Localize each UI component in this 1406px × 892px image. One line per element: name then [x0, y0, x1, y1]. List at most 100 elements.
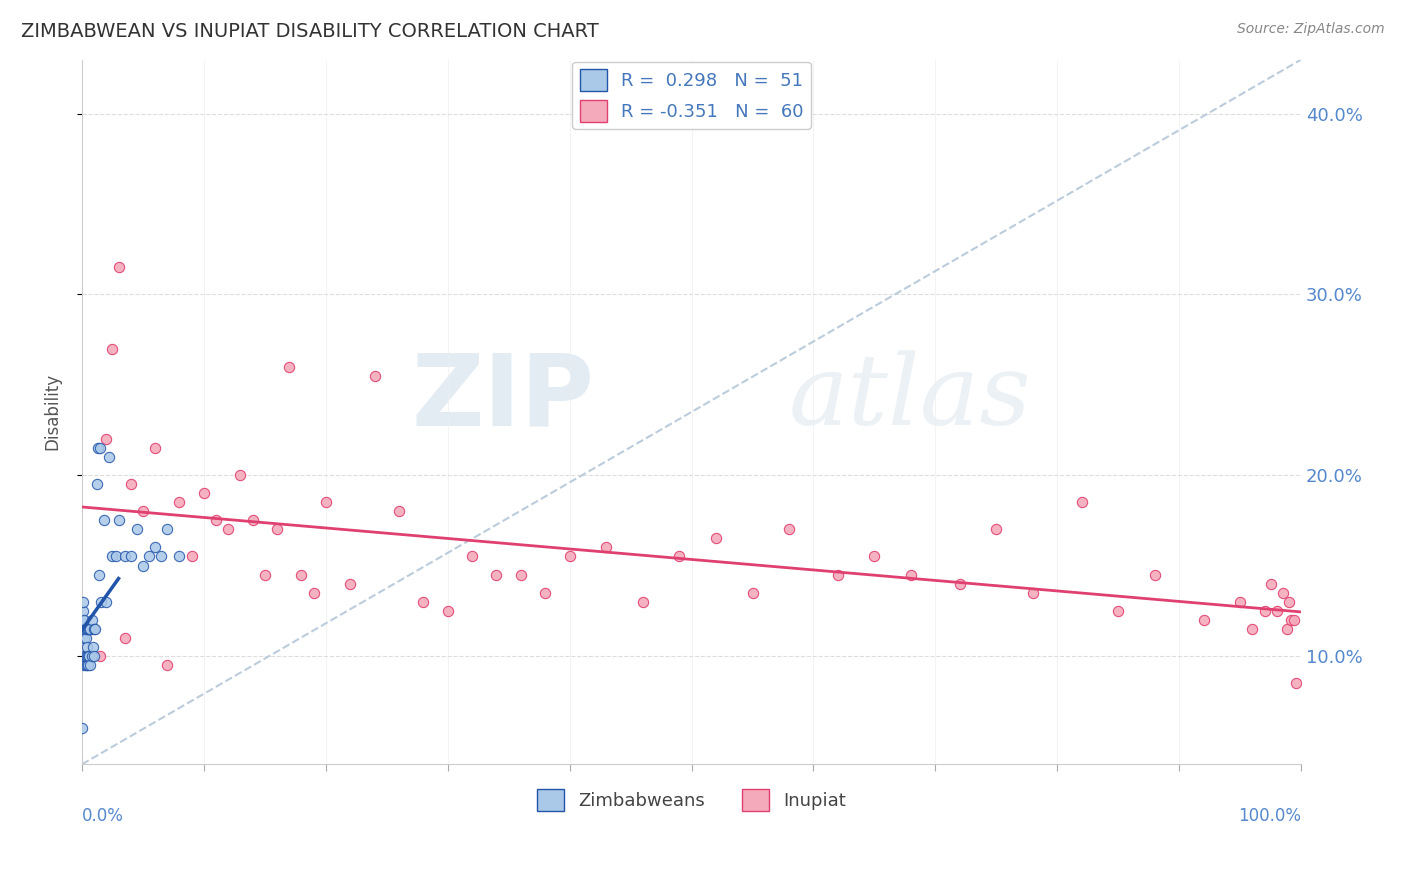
Point	[107, 513, 129, 527]
Point	[80, 622, 103, 636]
Point	[229, 468, 252, 483]
Point	[79, 622, 101, 636]
Point	[1278, 594, 1301, 608]
Point	[266, 522, 288, 536]
Point	[107, 260, 129, 275]
Point	[193, 486, 215, 500]
Point	[388, 504, 411, 518]
Point	[1282, 613, 1305, 627]
Point	[75, 622, 97, 636]
Point	[741, 585, 763, 599]
Point	[101, 549, 124, 564]
Point	[77, 622, 100, 636]
Text: 0.0%: 0.0%	[82, 806, 124, 824]
Point	[96, 432, 118, 446]
Point	[150, 549, 173, 564]
Point	[156, 522, 179, 536]
Point	[509, 567, 531, 582]
Point	[558, 549, 581, 564]
Point	[986, 522, 1008, 536]
Point	[900, 567, 922, 582]
Point	[75, 648, 97, 663]
Point	[83, 622, 105, 636]
Point	[205, 513, 228, 527]
Point	[595, 541, 617, 555]
Point	[169, 495, 191, 509]
Point	[302, 585, 325, 599]
Point	[1229, 594, 1251, 608]
Point	[87, 441, 110, 455]
Point	[82, 640, 104, 654]
Legend: Zimbabweans, Inupiat: Zimbabweans, Inupiat	[530, 782, 853, 819]
Point	[72, 622, 94, 636]
Point	[120, 549, 142, 564]
Point	[101, 342, 124, 356]
Point	[863, 549, 886, 564]
Y-axis label: Disability: Disability	[44, 374, 60, 450]
Point	[76, 648, 98, 663]
Point	[73, 657, 96, 672]
Point	[1241, 622, 1264, 636]
Point	[96, 594, 118, 608]
Point	[93, 513, 115, 527]
Point	[534, 585, 557, 599]
Point	[77, 648, 100, 663]
Point	[73, 631, 96, 645]
Point	[668, 549, 690, 564]
Point	[75, 631, 97, 645]
Point	[76, 657, 98, 672]
Point	[114, 631, 136, 645]
Text: 100.0%: 100.0%	[1239, 806, 1301, 824]
Point	[1275, 622, 1298, 636]
Point	[80, 648, 103, 663]
Point	[1070, 495, 1092, 509]
Point	[143, 541, 166, 555]
Point	[1260, 576, 1282, 591]
Point	[80, 613, 103, 627]
Text: Source: ZipAtlas.com: Source: ZipAtlas.com	[1237, 22, 1385, 37]
Point	[97, 450, 120, 464]
Point	[86, 477, 108, 491]
Point	[1192, 613, 1215, 627]
Point	[77, 657, 100, 672]
Point	[278, 359, 301, 374]
Point	[363, 368, 385, 383]
Point	[75, 657, 97, 672]
Point	[138, 549, 160, 564]
Point	[1107, 604, 1129, 618]
Point	[76, 640, 98, 654]
Point	[125, 522, 148, 536]
Point	[77, 622, 100, 636]
Point	[70, 721, 93, 735]
Point	[89, 441, 111, 455]
Point	[1279, 613, 1302, 627]
Point	[949, 576, 972, 591]
Point	[461, 549, 484, 564]
Point	[156, 657, 179, 672]
Point	[72, 613, 94, 627]
Point	[436, 604, 458, 618]
Point	[412, 594, 434, 608]
Point	[132, 558, 155, 573]
Point	[1271, 585, 1294, 599]
Point	[84, 622, 107, 636]
Point	[114, 549, 136, 564]
Text: atlas: atlas	[789, 351, 1032, 445]
Point	[77, 648, 100, 663]
Point	[485, 567, 508, 582]
Text: ZIMBABWEAN VS INUPIAT DISABILITY CORRELATION CHART: ZIMBABWEAN VS INUPIAT DISABILITY CORRELA…	[21, 22, 599, 41]
Point	[105, 549, 128, 564]
Point	[180, 549, 202, 564]
Point	[73, 648, 96, 663]
Point	[253, 567, 276, 582]
Point	[73, 622, 96, 636]
Point	[87, 567, 110, 582]
Point	[90, 594, 112, 608]
Point	[1265, 604, 1288, 618]
Point	[315, 495, 337, 509]
Point	[83, 648, 105, 663]
Point	[1143, 567, 1166, 582]
Point	[120, 477, 142, 491]
Point	[72, 604, 94, 618]
Point	[1022, 585, 1045, 599]
